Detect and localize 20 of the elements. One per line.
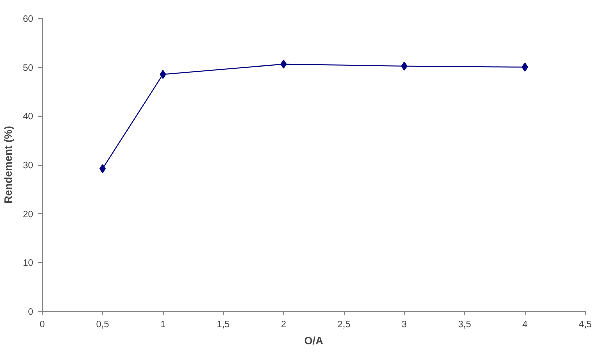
x-tick-label: 2,5 <box>338 320 351 330</box>
x-tick-label: 2 <box>281 320 286 330</box>
y-tick-label: 30 <box>23 160 34 170</box>
x-tick-label: 0,5 <box>96 320 110 330</box>
x-tick-label: 1 <box>160 320 166 330</box>
y-tick-label: 50 <box>23 62 34 73</box>
y-tick-label: 0 <box>28 307 34 317</box>
point <box>401 62 408 71</box>
x-tick-label: 1,5 <box>217 320 230 330</box>
x-tick-label: 3 <box>402 320 408 330</box>
x-tick-label: 3,5 <box>458 320 472 330</box>
x-tick-label: 4 <box>522 320 528 330</box>
x-tick-label: 0 <box>40 320 46 330</box>
y-tick-label: 40 <box>23 112 34 122</box>
y-axis-title: Rendement (%) <box>3 126 16 204</box>
y-tick-label: 10 <box>23 258 34 268</box>
y-tick-label: 60 <box>23 14 34 24</box>
y-tick-label: 20 <box>23 209 34 220</box>
x-tick-label: 4,5 <box>579 320 592 330</box>
x-axis-title: O/A <box>304 336 324 348</box>
